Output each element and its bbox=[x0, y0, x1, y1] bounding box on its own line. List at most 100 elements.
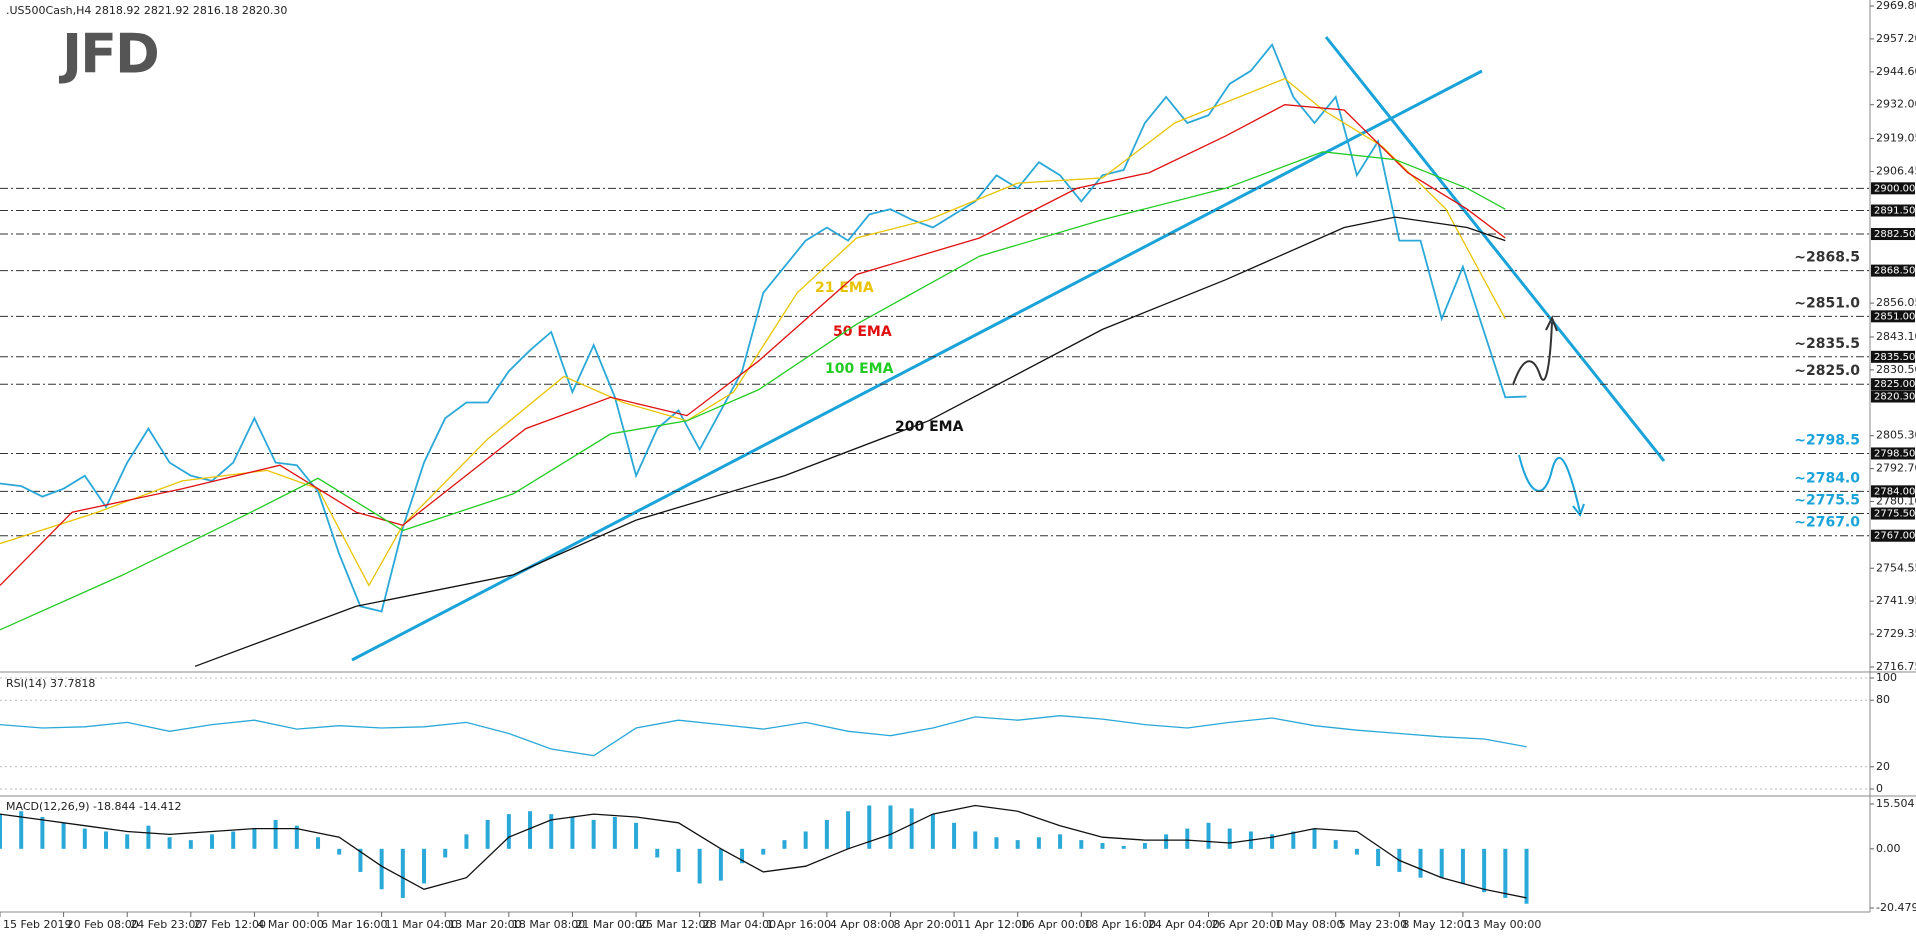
x-tick-label: 26 Apr 20:00 bbox=[1212, 918, 1284, 931]
histogram-bar bbox=[867, 805, 872, 849]
x-tick-label: 1 Apr 16:00 bbox=[766, 918, 831, 931]
histogram-bar bbox=[1121, 845, 1126, 849]
histogram-bar bbox=[718, 848, 723, 881]
histogram-bar bbox=[337, 848, 342, 855]
y-tick-label: 2792.70 bbox=[1876, 462, 1916, 475]
histogram-bar bbox=[1079, 840, 1084, 849]
histogram-bar bbox=[846, 811, 851, 849]
level-label: 2825.00 bbox=[1874, 379, 1915, 390]
x-tick-label: 18 Mar 08:00 bbox=[512, 918, 585, 931]
x-tick-label: 28 Mar 04:00 bbox=[703, 918, 776, 931]
histogram-bar bbox=[1354, 848, 1359, 855]
projection-arrow bbox=[1512, 321, 1553, 386]
last-price-box bbox=[1871, 390, 1915, 403]
histogram-bar bbox=[1312, 828, 1317, 849]
histogram-bar bbox=[1015, 840, 1020, 849]
level-box bbox=[1871, 485, 1915, 498]
y-tick-label: 2906.45 bbox=[1876, 164, 1916, 177]
histogram-bar bbox=[82, 828, 87, 849]
histogram-bar bbox=[1100, 843, 1105, 849]
x-tick-label: 13 Mar 20:00 bbox=[448, 918, 521, 931]
ema-label: 21 EMA bbox=[815, 280, 874, 296]
projection-arrow bbox=[1518, 454, 1581, 513]
level-box bbox=[1871, 264, 1915, 277]
histogram-bar bbox=[379, 848, 384, 890]
series-line bbox=[0, 42, 1527, 613]
histogram-bar bbox=[167, 837, 172, 849]
y-tick-label: 2830.50 bbox=[1876, 363, 1916, 376]
histogram-bar bbox=[1524, 848, 1529, 904]
histogram-bar bbox=[1142, 843, 1147, 849]
y-tick-label: 2856.05 bbox=[1876, 296, 1916, 309]
y-tick-label: 2969.80 bbox=[1876, 0, 1916, 12]
uptrend-line bbox=[351, 69, 1483, 662]
histogram-bar bbox=[1439, 848, 1444, 878]
y-tick-label: 15.504 bbox=[1876, 797, 1915, 810]
x-tick-label: 4 Mar 00:00 bbox=[257, 918, 323, 931]
level-annotation: ~2767.0 bbox=[1794, 515, 1860, 531]
y-tick-label: 2919.05 bbox=[1876, 132, 1916, 145]
level-box bbox=[1871, 182, 1915, 195]
histogram-bar bbox=[422, 848, 427, 884]
level-label: 2775.50 bbox=[1874, 509, 1915, 520]
x-tick-label: 11 Apr 12:00 bbox=[957, 918, 1029, 931]
x-tick-label: 15 Feb 2019 bbox=[3, 918, 71, 931]
x-tick-label: 24 Feb 23:00 bbox=[130, 918, 202, 931]
histogram-bar bbox=[104, 831, 109, 849]
histogram-bar bbox=[316, 837, 321, 849]
y-tick-label: 0.00 bbox=[1876, 842, 1901, 855]
x-tick-label: 6 Mar 16:00 bbox=[321, 918, 387, 931]
histogram-bar bbox=[146, 825, 151, 849]
histogram-bar bbox=[1460, 848, 1465, 884]
y-tick-label: 2716.75 bbox=[1876, 660, 1916, 673]
x-tick-label: 13 May 00:00 bbox=[1466, 918, 1541, 931]
logo: JFD bbox=[58, 23, 158, 86]
level-annotation: ~2851.0 bbox=[1794, 295, 1860, 311]
macd-title: MACD(12,26,9) -18.844 -14.412 bbox=[6, 800, 181, 813]
level-label: 2767.00 bbox=[1874, 531, 1915, 542]
histogram-bar bbox=[591, 819, 596, 849]
x-tick-label: 11 Mar 04:00 bbox=[385, 918, 458, 931]
histogram-bar bbox=[803, 831, 808, 849]
histogram-bar bbox=[612, 817, 617, 849]
histogram-bar bbox=[1164, 834, 1169, 849]
x-tick-label: 27 Feb 12:00 bbox=[194, 918, 266, 931]
ema-label: 200 EMA bbox=[895, 419, 964, 435]
series-line bbox=[0, 77, 1506, 587]
chart-header: .US500Cash,H4 2818.92 2821.92 2816.18 28… bbox=[6, 4, 287, 17]
series-line bbox=[0, 151, 1506, 631]
histogram-bar bbox=[400, 848, 405, 898]
histogram-bar bbox=[1206, 822, 1211, 849]
y-tick-label: 2957.20 bbox=[1876, 32, 1916, 45]
y-tick-label: 2754.55 bbox=[1876, 561, 1916, 574]
histogram-bar bbox=[40, 817, 45, 849]
level-label: 2851.00 bbox=[1874, 311, 1915, 322]
histogram-bar bbox=[125, 834, 130, 849]
histogram-bar bbox=[761, 848, 766, 855]
histogram-bar bbox=[952, 822, 957, 849]
level-box bbox=[1871, 378, 1915, 391]
histogram-bar bbox=[888, 805, 893, 849]
level-label: 2868.50 bbox=[1874, 266, 1915, 277]
level-box bbox=[1871, 447, 1915, 460]
histogram-bar bbox=[188, 840, 193, 849]
histogram-bar bbox=[676, 848, 681, 872]
histogram-bar bbox=[1291, 831, 1296, 849]
histogram-bar bbox=[1503, 848, 1508, 898]
histogram-bar bbox=[210, 834, 215, 849]
x-tick-label: 8 May 12:00 bbox=[1402, 918, 1470, 931]
level-annotation: ~2775.5 bbox=[1794, 493, 1860, 509]
level-annotation: ~2835.5 bbox=[1794, 336, 1860, 352]
y-tick-label: 2932.00 bbox=[1876, 98, 1916, 111]
rsi-title: RSI(14) 37.7818 bbox=[6, 677, 95, 690]
x-tick-label: 24 Apr 04:00 bbox=[1148, 918, 1220, 931]
level-box bbox=[1871, 529, 1915, 542]
ema-label: 50 EMA bbox=[833, 324, 892, 340]
histogram-bar bbox=[506, 814, 511, 849]
series-line bbox=[0, 715, 1527, 757]
histogram-bar bbox=[1058, 834, 1063, 849]
histogram-bar bbox=[252, 828, 257, 849]
